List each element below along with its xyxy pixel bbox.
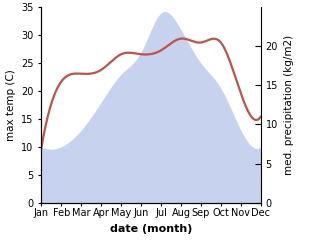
Y-axis label: max temp (C): max temp (C) [6,69,16,141]
Y-axis label: med. precipitation (kg/m2): med. precipitation (kg/m2) [284,35,294,175]
X-axis label: date (month): date (month) [110,224,192,234]
